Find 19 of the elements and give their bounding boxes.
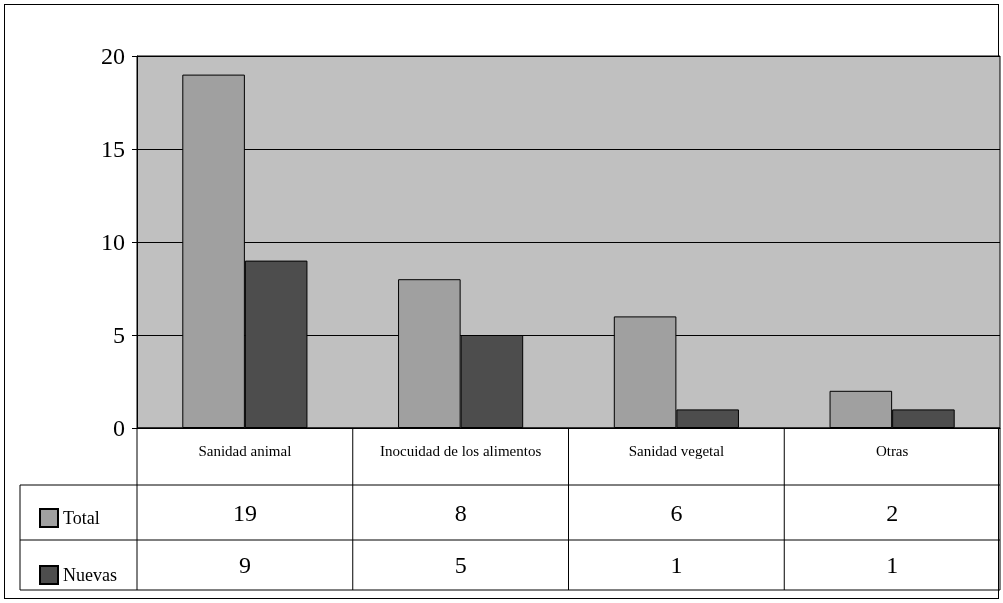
legend-label: Total [63, 508, 100, 528]
data-label: 5 [454, 552, 467, 578]
y-tick-label: 10 [101, 229, 125, 255]
y-tick-label: 0 [113, 415, 125, 441]
y-tick-label: 5 [113, 322, 125, 348]
x-tick-label: Sanidad vegetal [628, 443, 725, 459]
y-tick-label: 20 [101, 43, 125, 69]
data-label: 6 [670, 499, 683, 526]
data-label: 1 [670, 552, 683, 578]
data-label: 8 [454, 499, 467, 526]
data-label: 9 [238, 552, 251, 578]
data-label: 2 [886, 499, 899, 526]
x-tick-label: Otras [875, 443, 909, 459]
y-tick-label: 15 [101, 136, 125, 162]
data-label: 1 [886, 552, 899, 578]
x-tick-label: Sanidad animal [198, 443, 292, 459]
legend-label: Nuevas [63, 565, 117, 585]
x-tick-label: Inocuidad de los alimentos [380, 443, 542, 459]
data-label: 19 [232, 499, 257, 526]
